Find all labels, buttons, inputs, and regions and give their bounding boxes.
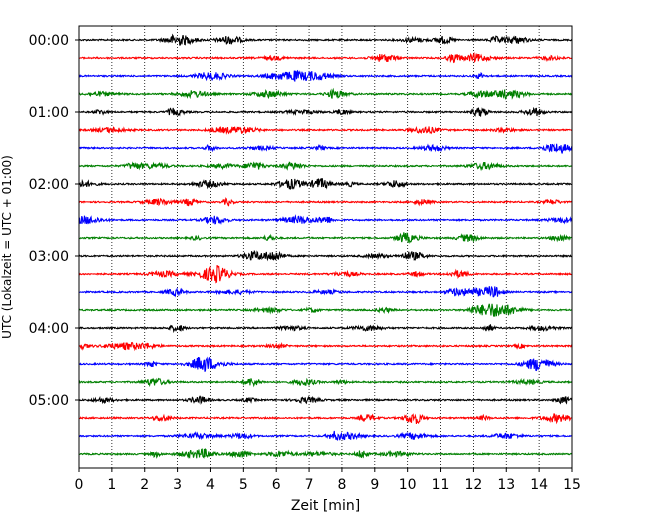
- trace-line: [78, 51, 573, 64]
- trace-line: [78, 178, 573, 190]
- x-tick-label: 13: [497, 477, 515, 493]
- trace-line: [78, 249, 573, 262]
- trace-line: [78, 377, 573, 388]
- trace-line: [78, 341, 573, 352]
- x-tick-label: 2: [140, 477, 149, 493]
- x-tick-label: 0: [75, 477, 84, 493]
- trace-line: [78, 143, 573, 154]
- trace-line: [78, 161, 573, 172]
- trace-line: [78, 126, 573, 136]
- x-tick-label: 8: [337, 477, 346, 493]
- trace-line: [78, 286, 573, 298]
- y-tick-label: 02:00: [29, 177, 69, 193]
- y-tick-label: 05:00: [29, 393, 69, 409]
- x-tick-label: 14: [530, 477, 548, 493]
- y-tick-label: 03:00: [29, 249, 69, 265]
- trace-line: [78, 413, 573, 425]
- trace-line: [78, 69, 573, 82]
- y-tick-label: 04:00: [29, 321, 69, 337]
- x-axis: 0 1 2 3 4 5 6 7 8 9 10 11 12 13 14 15: [75, 468, 581, 493]
- x-tick-label: 6: [272, 477, 281, 493]
- trace-line: [78, 214, 573, 225]
- x-tick-label: 11: [432, 477, 450, 493]
- plot-frame: [78, 25, 573, 469]
- x-tick-label: 9: [370, 477, 379, 493]
- trace-line: [78, 324, 573, 334]
- x-tick-label: 12: [464, 477, 482, 493]
- trace-line: [78, 430, 573, 441]
- trace-group: [78, 33, 573, 459]
- x-tick-label: 1: [107, 477, 116, 493]
- trace-line: [78, 87, 573, 100]
- x-tick-label: 7: [305, 477, 314, 493]
- x-tick-label: 5: [239, 477, 248, 493]
- trace-line: [78, 395, 573, 405]
- trace-line: [78, 264, 573, 284]
- x-tick-label: 10: [399, 477, 417, 493]
- y-axis: 00:00 01:00 02:00 03:00 04:00 05:00: [29, 33, 79, 409]
- trace-line: [78, 106, 573, 117]
- x-tick-label: 4: [206, 477, 215, 493]
- trace-line: [78, 33, 573, 46]
- x-axis-label: Zeit [min]: [291, 498, 360, 514]
- y-axis-label: UTC (Lokalzeit = UTC + 01:00): [0, 155, 14, 339]
- y-tick-label: 00:00: [29, 33, 69, 49]
- x-tick-label: 15: [563, 477, 581, 493]
- trace-line: [78, 303, 573, 317]
- trace-line: [78, 197, 573, 207]
- trace-line: [78, 356, 573, 372]
- trace-line: [78, 448, 573, 459]
- x-tick-label: 3: [173, 477, 182, 493]
- trace-line: [78, 232, 573, 244]
- y-tick-label: 01:00: [29, 105, 69, 121]
